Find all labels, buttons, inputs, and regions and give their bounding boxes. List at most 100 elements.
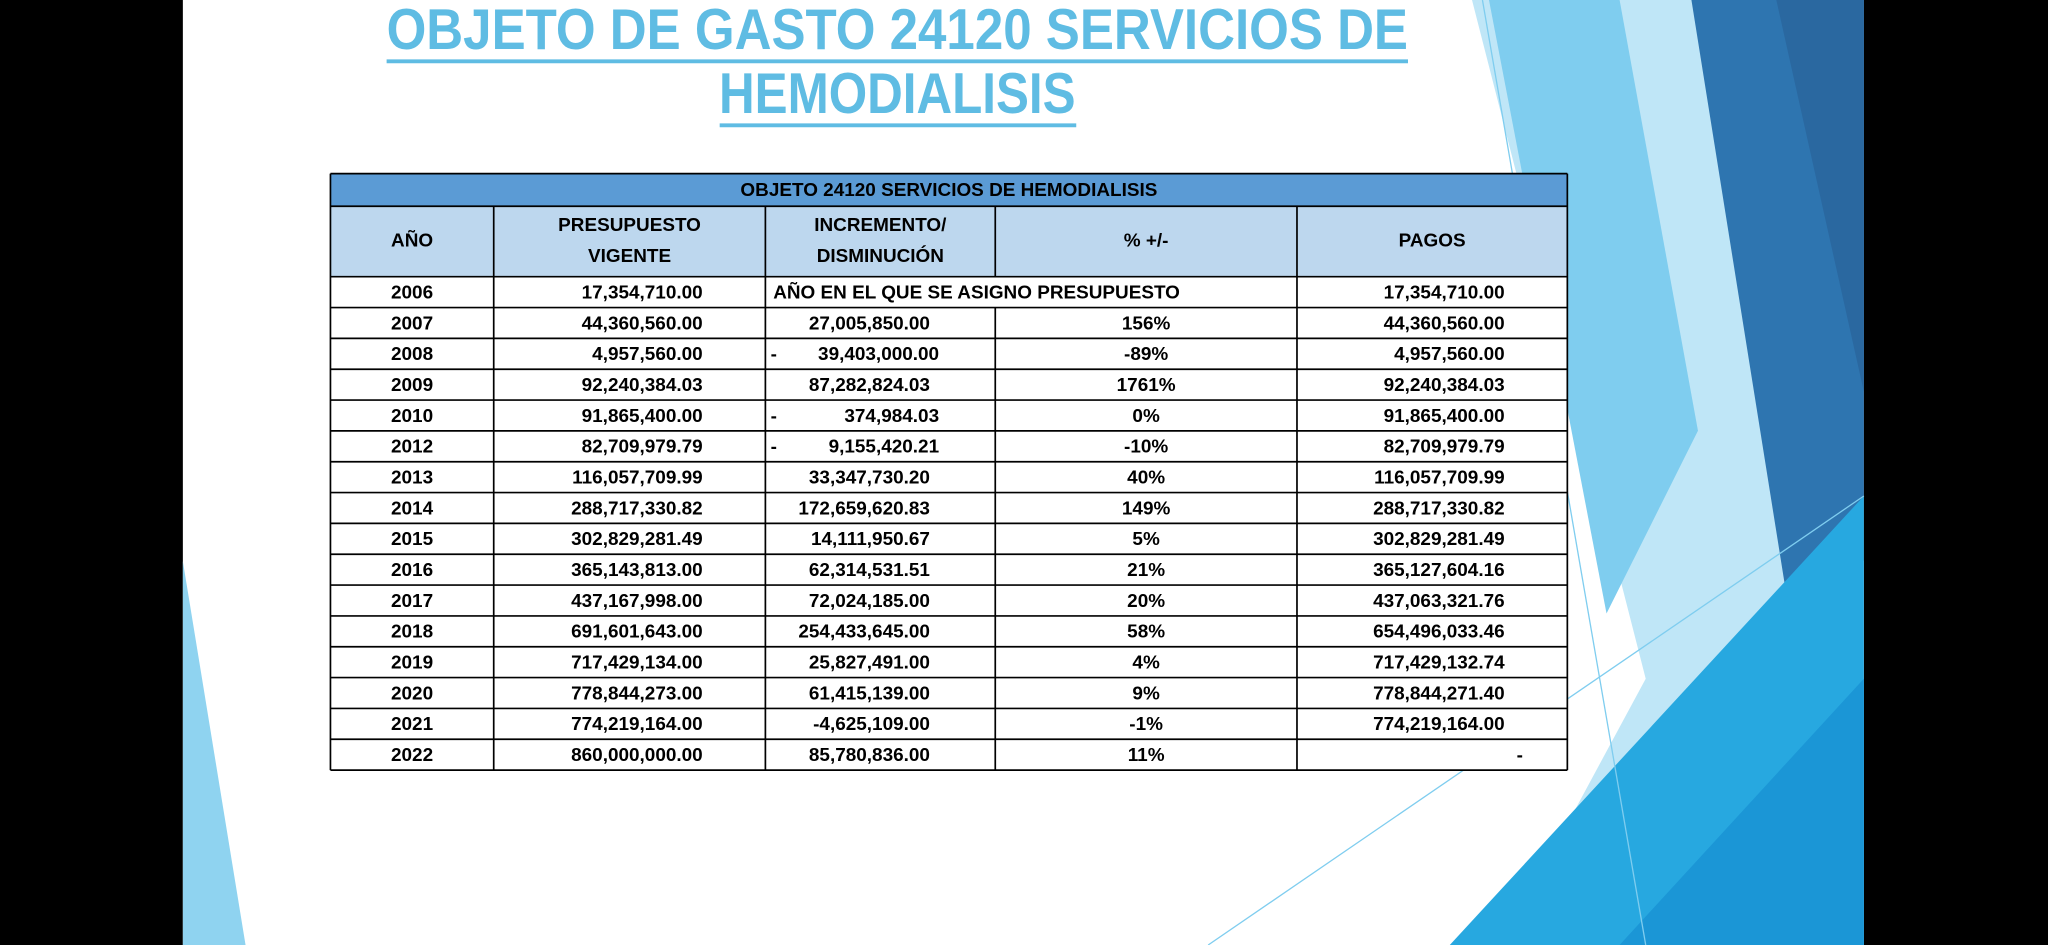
change-cell: 33,347,730.20 <box>809 467 930 488</box>
budget-cell: 302,829,281.49 <box>571 529 703 550</box>
year-cell: 2006 <box>391 282 433 303</box>
payment-cell: 82,709,979.79 <box>1384 437 1505 458</box>
payment-cell: 288,717,330.82 <box>1373 498 1505 519</box>
change-sign: - <box>771 344 777 365</box>
change-cell: 25,827,491.00 <box>809 652 930 673</box>
year-cell: 2013 <box>391 467 433 488</box>
year-cell: 2021 <box>391 714 433 735</box>
percent-cell: 149% <box>1122 498 1171 519</box>
payment-cell: 17,354,710.00 <box>1384 282 1505 303</box>
percent-cell: 40% <box>1127 467 1165 488</box>
year-cell: 2022 <box>391 745 433 766</box>
page-title: OBJETO DE GASTO 24120 SERVICIOS DE <box>387 0 1408 62</box>
year-cell: 2010 <box>391 406 433 427</box>
year-cell: 2019 <box>391 652 433 673</box>
change-cell: 172,659,620.83 <box>798 498 930 519</box>
change-cell: -4,625,109.00 <box>813 714 930 735</box>
percent-cell: -89% <box>1124 344 1168 365</box>
year-cell: 2018 <box>391 622 433 643</box>
change-cell: 61,415,139.00 <box>809 683 930 704</box>
year-cell: 2017 <box>391 591 433 612</box>
table-title: OBJETO 24120 SERVICIOS DE HEMODIALISIS <box>740 180 1157 201</box>
budget-cell: 44,360,560.00 <box>582 313 703 334</box>
payment-cell: 437,063,321.76 <box>1373 591 1505 612</box>
percent-cell: 20% <box>1127 591 1165 612</box>
payment-cell: - <box>1517 745 1523 766</box>
percent-cell: 21% <box>1127 560 1165 581</box>
page-title: HEMODIALISIS <box>719 62 1076 126</box>
column-header: PRESUPUESTO <box>558 215 701 236</box>
budget-cell: 778,844,273.00 <box>571 683 703 704</box>
budget-cell: 17,354,710.00 <box>582 282 703 303</box>
payment-cell: 92,240,384.03 <box>1384 375 1505 396</box>
decor <box>1776 0 1864 392</box>
payment-cell: 717,429,132.74 <box>1373 652 1505 673</box>
budget-cell: 91,865,400.00 <box>582 406 703 427</box>
year-cell: 2015 <box>391 529 433 550</box>
percent-cell: 11% <box>1128 745 1165 766</box>
percent-cell: 1761% <box>1117 375 1176 396</box>
year-cell: 2012 <box>391 437 433 458</box>
change-cell: 72,024,185.00 <box>809 591 930 612</box>
year-cell: 2008 <box>391 344 433 365</box>
payment-cell: 116,057,709.99 <box>1374 467 1505 488</box>
decor <box>1619 678 1864 945</box>
change-cell: 87,282,824.03 <box>809 375 930 396</box>
percent-cell: 58% <box>1127 622 1165 643</box>
change-cell: 254,433,645.00 <box>798 622 930 643</box>
year-cell: 2020 <box>391 683 433 704</box>
budget-cell: 288,717,330.82 <box>571 498 703 519</box>
budget-cell: 774,219,164.00 <box>571 714 703 735</box>
change-cell: 374,984.03 <box>844 406 939 427</box>
table-header-bg <box>330 206 1568 277</box>
year-cell: 2009 <box>391 375 433 396</box>
percent-cell: -10% <box>1124 437 1168 458</box>
percent-cell: 5% <box>1132 529 1160 550</box>
change-cell: 62,314,531.51 <box>809 560 930 581</box>
budget-cell: 691,601,643.00 <box>571 622 703 643</box>
change-sign: - <box>771 406 777 427</box>
payment-cell: 302,829,281.49 <box>1373 529 1505 550</box>
change-cell: 39,403,000.00 <box>818 344 939 365</box>
percent-cell: 156% <box>1122 313 1171 334</box>
change-cell: 9,155,420.21 <box>829 437 940 458</box>
budget-cell: 92,240,384.03 <box>582 375 703 396</box>
payment-cell: 44,360,560.00 <box>1384 313 1505 334</box>
column-header: VIGENTE <box>588 246 671 267</box>
year-cell: 2016 <box>391 560 433 581</box>
left-border <box>0 0 183 945</box>
budget-cell: 717,429,134.00 <box>571 652 703 673</box>
budget-cell: 860,000,000.00 <box>571 745 703 766</box>
payment-cell: 4,957,560.00 <box>1394 344 1505 365</box>
column-header: PAGOS <box>1399 230 1466 251</box>
payment-cell: 774,219,164.00 <box>1373 714 1505 735</box>
percent-cell: 9% <box>1132 683 1160 704</box>
change-cell: 27,005,850.00 <box>809 313 930 334</box>
column-header: AÑO <box>391 229 433 251</box>
budget-cell: 437,167,998.00 <box>571 591 703 612</box>
change-sign: - <box>771 437 777 458</box>
decor <box>1488 0 1698 614</box>
column-header: % +/- <box>1124 230 1169 251</box>
change-cell: 14,111,950.67 <box>811 529 930 550</box>
budget-cell: 82,709,979.79 <box>582 437 703 458</box>
percent-cell: 4% <box>1132 652 1160 673</box>
payment-cell: 365,127,604.16 <box>1373 560 1505 581</box>
payment-cell: 778,844,271.40 <box>1373 683 1505 704</box>
year-cell: 2007 <box>391 313 433 334</box>
percent-cell: -1% <box>1129 714 1163 735</box>
note-cell: AÑO EN EL QUE SE ASIGNO PRESUPUESTO <box>773 281 1180 303</box>
payment-cell: 654,496,033.46 <box>1373 622 1505 643</box>
percent-cell: 0% <box>1132 406 1160 427</box>
table-title-bg <box>330 173 1568 207</box>
right-border <box>1863 0 2048 945</box>
year-cell: 2014 <box>391 498 434 519</box>
column-header: DISMINUCIÓN <box>817 245 944 267</box>
budget-cell: 365,143,813.00 <box>571 560 703 581</box>
change-cell: 85,780,836.00 <box>809 745 930 766</box>
column-header: INCREMENTO/ <box>814 215 947 236</box>
budget-cell: 116,057,709.99 <box>572 467 703 488</box>
payment-cell: 91,865,400.00 <box>1384 406 1505 427</box>
